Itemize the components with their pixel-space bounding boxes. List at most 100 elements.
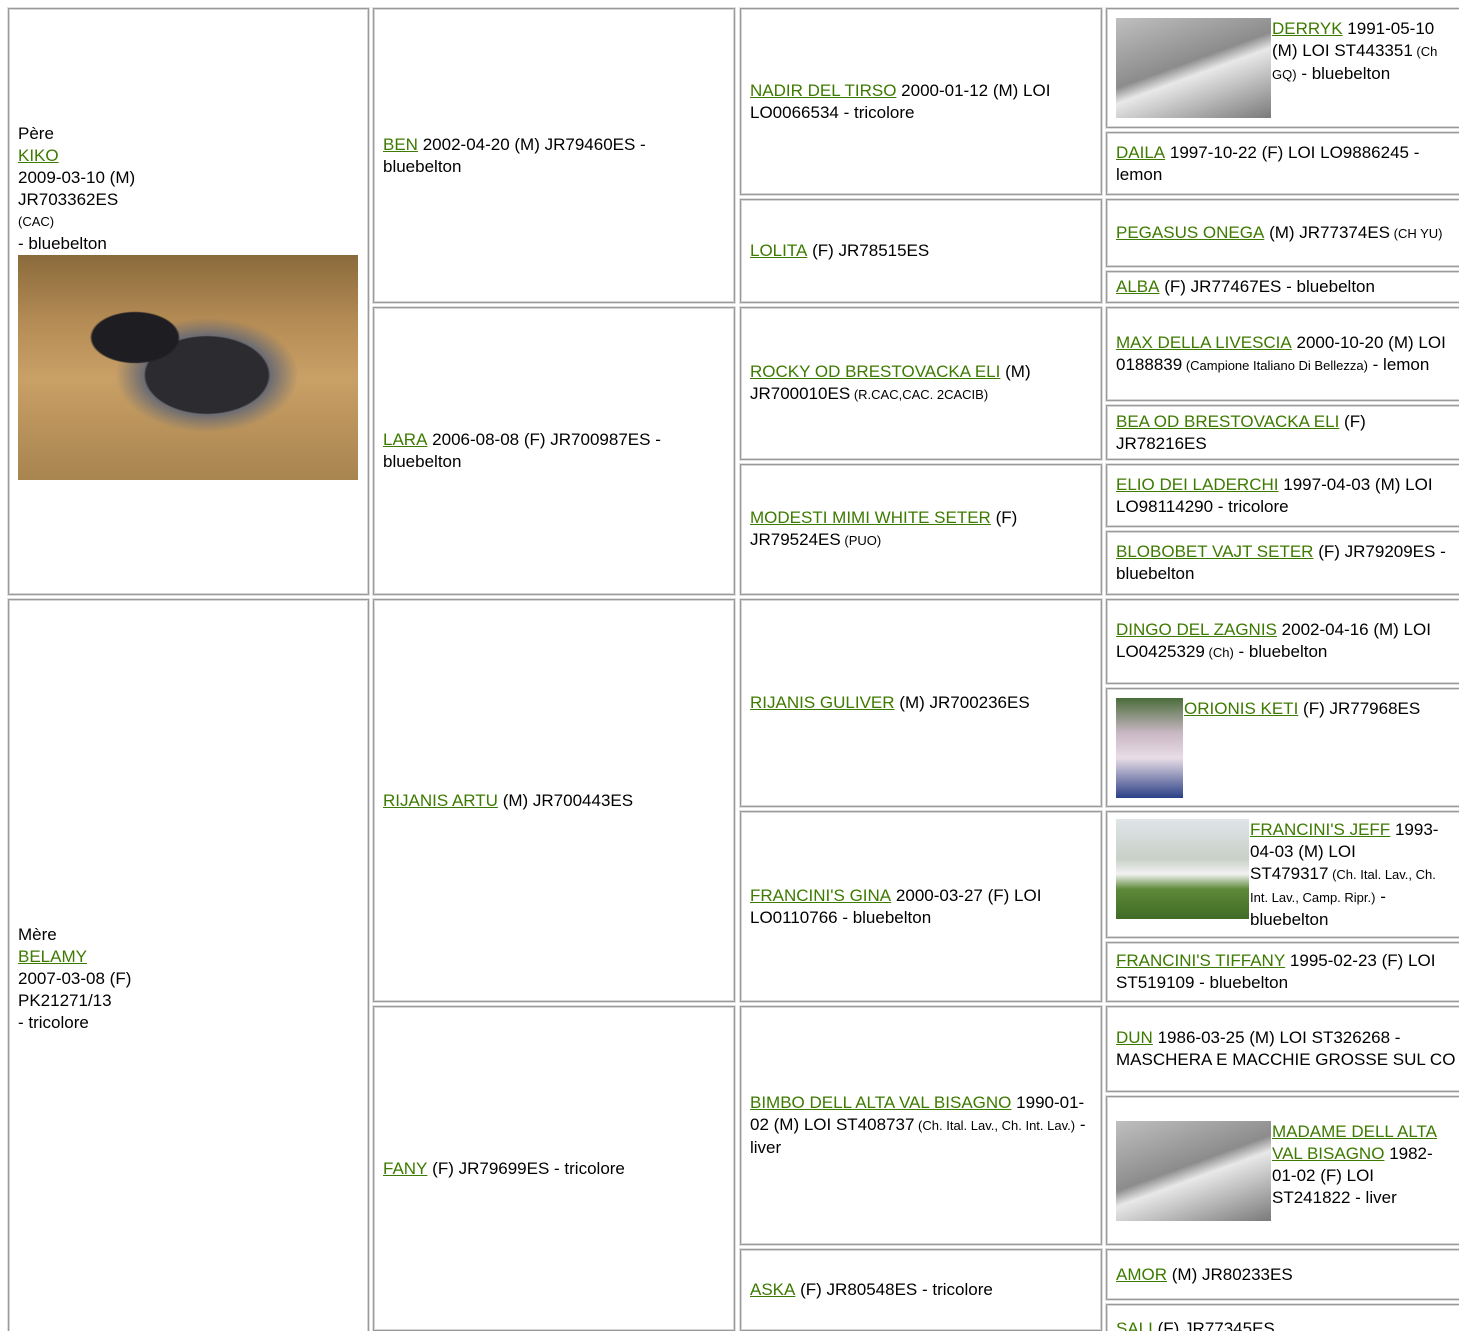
dog-info: (F) JR77467ES - bluebelton — [1164, 277, 1375, 296]
dog-name-link[interactable]: ELIO DEI LADERCHI — [1116, 474, 1279, 494]
dog-color: - liver — [750, 1115, 1086, 1157]
cell-content: FANY (F) JR79699ES - tricolore — [374, 1158, 734, 1180]
dog-info: 2000-03-27 (F) LOI LO0110766 - bluebelto… — [750, 885, 1042, 927]
pedigree-cell: MAX DELLA LIVESCIA 2000-10-20 (M) LOI 018… — [1106, 307, 1459, 401]
pedigree-cell: MADAME DELL ALTA VAL BISAGNO 1982-01-02 (… — [1106, 1096, 1459, 1245]
pedigree-cell: RIJANIS GULIVER (M) JR700236ES — [740, 599, 1102, 807]
dog-name-link[interactable]: KIKO — [18, 146, 59, 165]
pedigree-cell: NADIR DEL TIRSO 2000-01-12 (M) LOI LO0066… — [740, 8, 1102, 195]
dog-info: (F) JR77968ES — [1303, 698, 1421, 718]
dog-info: (M) JR700443ES — [502, 790, 634, 810]
pedigree-cell: PEGASUS ONEGA (M) JR77374ES (CH YU) — [1106, 199, 1459, 267]
dog-name-link[interactable]: FRANCINI'S GINA — [750, 885, 892, 905]
pedigree-cell: BEA OD BRESTOVACKA ELI (F) JR78216ES — [1106, 405, 1459, 460]
dog-registration: PK21271/13 — [18, 991, 112, 1010]
pedigree-cell: FANY (F) JR79699ES - tricolore — [373, 1006, 735, 1331]
cell-content: MADAME DELL ALTA VAL BISAGNO 1982-01-02 (… — [1107, 1120, 1459, 1221]
dog-info: (F) JR78515ES — [812, 241, 930, 260]
dog-name-link[interactable]: MODESTI MIMI WHITE SETER — [750, 508, 991, 527]
dog-info: 1986-03-25 (M) LOI ST326268 - MASCHERA E… — [1116, 1028, 1456, 1069]
dog-note: (Ch GQ) — [1272, 44, 1438, 82]
dog-name-link[interactable]: LARA — [383, 430, 428, 449]
name-line: BELAMY — [18, 946, 359, 968]
pedigree-cell: Père KIKO 2009-03-10 (M) JR703362ES (CAC) - b… — [8, 8, 369, 595]
cell-content: FRANCINI'S TIFFANY 1995-02-23 (F) LOI ST5… — [1107, 950, 1459, 994]
dog-name-link[interactable]: RIJANIS ARTU — [383, 790, 498, 810]
dog-info: (M) JR77374ES — [1269, 222, 1391, 242]
cell-content: LARA 2006-08-08 (F) JR700987ES - bluebelt… — [374, 429, 734, 473]
pedigree-cell: FRANCINI'S GINA 2000-03-27 (F) LOI LO0110… — [740, 811, 1102, 1002]
dog-registration: JR703362ES — [18, 190, 119, 209]
pedigree-cell: FRANCINI'S TIFFANY 1995-02-23 (F) LOI ST5… — [1106, 942, 1459, 1002]
cell-content: BIMBO DELL ALTA VAL BISAGNO 1990-01-02 (M… — [741, 1092, 1101, 1159]
dog-name-link[interactable]: NADIR DEL TIRSO — [750, 80, 897, 100]
pedigree-cell: SALI (F) JR77345ES — [1106, 1304, 1459, 1331]
dog-note: (CH YU) — [1393, 225, 1443, 241]
dog-name-link[interactable]: DINGO DEL ZAGNIS — [1116, 620, 1277, 639]
parent-label: Père — [18, 124, 54, 143]
dog-name-link[interactable]: MAX DELLA LIVESCIA — [1116, 332, 1292, 352]
dog-name-link[interactable]: ORIONIS KETI — [1184, 698, 1299, 718]
dog-name-link[interactable]: FANY — [383, 1158, 428, 1178]
cell-content: PEGASUS ONEGA (M) JR77374ES (CH YU) — [1107, 222, 1459, 245]
dog-name-link[interactable]: FRANCINI'S TIFFANY — [1116, 951, 1286, 970]
dog-name-link[interactable]: ROCKY OD BRESTOVACKA ELI — [750, 362, 1001, 381]
dog-note: (Campione Italiano Di Bellezza) — [1185, 357, 1368, 373]
cell-content: RIJANIS ARTU (M) JR700443ES — [374, 790, 734, 812]
dog-name-link[interactable]: BEN — [383, 134, 418, 154]
dog-name-link[interactable]: DUN — [1116, 1028, 1153, 1047]
cell-content: ROCKY OD BRESTOVACKA ELI (M) JR700010ES (R… — [741, 361, 1101, 406]
cell-content: DUN 1986-03-25 (M) LOI ST326268 - MASCHER… — [1107, 1027, 1459, 1071]
dog-info: (M) JR80233ES — [1171, 1264, 1293, 1284]
dog-name-link[interactable]: DAILA — [1116, 142, 1166, 162]
dog-name-link[interactable]: FRANCINI'S JEFF — [1250, 819, 1391, 839]
dog-note: (PUO) — [844, 533, 882, 548]
dog-name-link[interactable]: BELAMY — [18, 947, 87, 966]
pedigree-cell: BEN 2002-04-20 (M) JR79460ES - bluebelton — [373, 8, 735, 303]
dog-photo — [1116, 1120, 1271, 1221]
dog-name-link[interactable]: AMOR — [1116, 1264, 1167, 1284]
dog-photo — [1116, 18, 1271, 118]
cell-content: MAX DELLA LIVESCIA 2000-10-20 (M) LOI 018… — [1107, 332, 1459, 377]
pedigree-cell: FRANCINI'S JEFF 1993-04-03 (M) LOI ST4793… — [1106, 811, 1459, 938]
dog-name-link[interactable]: BEA OD BRESTOVACKA ELI — [1116, 411, 1340, 431]
dog-note: (CAC) — [18, 214, 55, 229]
cell-content: BEN 2002-04-20 (M) JR79460ES - bluebelton — [374, 134, 734, 178]
cell-content: ORIONIS KETI (F) JR77968ES — [1107, 697, 1459, 798]
dog-color: - tricolore — [18, 1013, 89, 1032]
dog-name-link[interactable]: RIJANIS GULIVER — [750, 693, 895, 712]
dog-name-link[interactable]: SALI — [1116, 1319, 1153, 1331]
dog-note: (Ch. Ital. Lav., Ch. Int. Lav.) — [918, 1118, 1076, 1133]
cell-content: DAILA 1997-10-22 (F) LOI LO9886245 - lemo… — [1107, 142, 1459, 186]
dog-name-link[interactable]: MADAME DELL ALTA VAL BISAGNO — [1272, 1121, 1438, 1163]
cell-content: BEA OD BRESTOVACKA ELI (F) JR78216ES — [1107, 411, 1459, 455]
dog-info: 1997-10-22 (F) LOI LO9886245 - lemon — [1116, 142, 1420, 184]
dog-color: - bluebelton — [1301, 64, 1391, 83]
pedigree-cell: ORIONIS KETI (F) JR77968ES — [1106, 688, 1459, 807]
cell-content: ALBA (F) JR77467ES - bluebelton — [1107, 276, 1459, 298]
pedigree-cell: Mère BELAMY 2007-03-08 (F) PK21271/13 - tric… — [8, 599, 369, 1331]
pedigree-cell: ALBA (F) JR77467ES - bluebelton — [1106, 271, 1459, 303]
pedigree-cell: LARA 2006-08-08 (F) JR700987ES - bluebelt… — [373, 307, 735, 595]
cell-content: RIJANIS GULIVER (M) JR700236ES — [741, 692, 1101, 714]
dog-name-link[interactable]: ASKA — [750, 1280, 796, 1299]
pedigree-cell: ROCKY OD BRESTOVACKA ELI (M) JR700010ES (R… — [740, 307, 1102, 460]
dog-info: 2002-04-20 (M) JR79460ES - bluebelton — [383, 134, 646, 176]
dog-name-link[interactable]: PEGASUS ONEGA — [1116, 222, 1265, 242]
cell-content: ASKA (F) JR80548ES - tricolore — [741, 1279, 1101, 1301]
dog-info: (F) JR79524ES — [750, 508, 1018, 549]
dog-name-link[interactable]: BIMBO DELL ALTA VAL BISAGNO — [750, 1093, 1012, 1112]
dog-info: 1993-04-03 (M) LOI ST479317 — [1250, 819, 1439, 883]
pedigree-cell: DINGO DEL ZAGNIS 2002-04-16 (M) LOI LO042… — [1106, 599, 1459, 684]
cell-content: SALI (F) JR77345ES — [1107, 1318, 1459, 1331]
dog-color: - bluebelton — [1250, 886, 1386, 929]
dog-name-link[interactable]: DERRYK — [1272, 19, 1343, 38]
dog-silhouette — [63, 285, 303, 435]
dog-note: (R.CAC,CAC. 2CACIB) — [853, 387, 989, 402]
dog-name-link[interactable]: ALBA — [1116, 277, 1160, 296]
cell-content: Père KIKO 2009-03-10 (M) JR703362ES (CAC) - b… — [9, 123, 368, 480]
dog-name-link[interactable]: LOLITA — [750, 241, 808, 260]
dog-name-link[interactable]: BLOBOBET VAJT SETER — [1116, 542, 1314, 561]
cell-content: DINGO DEL ZAGNIS 2002-04-16 (M) LOI LO042… — [1107, 619, 1459, 664]
